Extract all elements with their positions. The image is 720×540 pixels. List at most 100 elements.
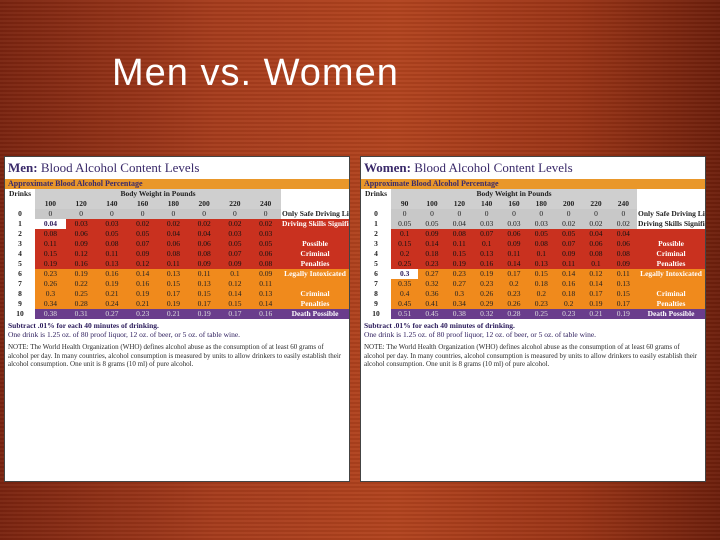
- men-bac-cell: 0.24: [96, 299, 128, 309]
- women-weight-140: 140: [472, 199, 501, 209]
- men-bac-cell: 0.05: [250, 239, 281, 249]
- men-bac-cell: 0.25: [65, 289, 97, 299]
- women-effect-label: Possible: [637, 239, 705, 249]
- table-row: 5 0.19 0.16 0.13 0.12 0.11 0.09 0.09 0.08 Penalti…: [5, 259, 349, 269]
- women-bac-cell: 0.18: [527, 279, 555, 289]
- women-bac-cell: 0.2: [527, 289, 555, 299]
- men-bac-cell: 0.07: [219, 249, 251, 259]
- women-bac-cell: 0.08: [527, 239, 555, 249]
- men-weight-180: 180: [158, 199, 189, 209]
- men-bac-cell: 0.19: [188, 309, 220, 319]
- women-weight-header: Body Weight in Pounds: [391, 189, 637, 199]
- men-bac-cell: 0.15: [188, 289, 220, 299]
- women-title-rest: Blood Alcohol Content Levels: [410, 160, 573, 175]
- women-bac-cell: 0.08: [609, 249, 637, 259]
- women-header-blank: [637, 189, 705, 199]
- men-drinks-3: 3: [18, 239, 22, 248]
- women-bac-cell: 0.23: [445, 269, 473, 279]
- slide-title: Men vs. Women: [112, 52, 399, 94]
- men-bac-cell: 0.08: [158, 249, 189, 259]
- men-weight-220: 220: [219, 199, 251, 209]
- men-bac-cell: 0.11: [96, 249, 128, 259]
- women-bac-cell: 0.19: [472, 269, 501, 279]
- men-bac-cell: 0.26: [35, 279, 66, 289]
- women-drinks-9: 9: [374, 299, 378, 308]
- men-bac-cell: 0.12: [219, 279, 251, 289]
- table-row: 2 0.08 0.06 0.05 0.05 0.04 0.04 0.03 0.03: [5, 229, 349, 239]
- men-bac-cell: 0.22: [65, 279, 97, 289]
- men-weight-120: 120: [65, 199, 97, 209]
- men-bac-cell: 0.19: [65, 269, 97, 279]
- women-bac-cell: 0: [500, 209, 528, 219]
- table-row: 6 0.3 0.27 0.23 0.19 0.17 0.15 0.14 0.12 0.11 Lega…: [361, 269, 705, 279]
- women-bac-cell: 0.15: [609, 289, 637, 299]
- men-effect-label: Criminal: [281, 289, 349, 299]
- table-row: 8 0.4 0.36 0.3 0.26 0.23 0.2 0.18 0.17 0.15 Crimin…: [361, 289, 705, 299]
- women-weight-220: 220: [582, 199, 610, 209]
- table-row: 2 0.1 0.09 0.08 0.07 0.06 0.05 0.05 0.04 0.04: [361, 229, 705, 239]
- men-bac-cell: 0.17: [158, 289, 189, 299]
- women-bac-cell: 0.27: [418, 269, 446, 279]
- men-bac-cell: 0.16: [65, 259, 97, 269]
- men-bac-cell: 0.04: [35, 219, 66, 229]
- women-bac-cell: 0.13: [472, 249, 501, 259]
- women-bac-cell: 0.28: [500, 309, 528, 319]
- women-bac-cell: 0.11: [609, 269, 637, 279]
- women-footer-line2: One drink is 1.25 oz. of 80 proof liquor…: [364, 330, 597, 339]
- women-bac-cell: 0.21: [582, 309, 610, 319]
- men-title-rest: Blood Alcohol Content Levels: [37, 160, 200, 175]
- men-effect-label: Criminal: [281, 249, 349, 259]
- men-bac-cell: 0.13: [250, 289, 281, 299]
- women-effect-label: [637, 229, 705, 239]
- men-weight-140: 140: [96, 199, 128, 209]
- women-bac-cell: 0.26: [500, 299, 528, 309]
- women-bac-panel: Women: Blood Alcohol Content Levels Appr…: [360, 156, 706, 482]
- men-weight-100: 100: [35, 199, 66, 209]
- women-effect-label: Penalties: [637, 299, 705, 309]
- men-bac-cell: 0: [65, 209, 97, 219]
- women-bac-cell: 0.17: [609, 299, 637, 309]
- women-weight-200: 200: [554, 199, 583, 209]
- men-bac-cell: 0.38: [35, 309, 66, 319]
- men-bac-cell: 0.14: [250, 299, 281, 309]
- men-bac-cell: 0: [35, 209, 66, 219]
- men-bac-cell: 0.03: [65, 219, 97, 229]
- women-bac-cell: 0.04: [582, 229, 610, 239]
- women-bac-cell: 0.36: [418, 289, 446, 299]
- women-drinks-0: 0: [374, 209, 378, 218]
- women-drinks-5: 5: [374, 259, 378, 268]
- table-row: 5 0.25 0.23 0.19 0.16 0.14 0.13 0.11 0.1 0.09 Pena…: [361, 259, 705, 269]
- women-panel-title: Women: Blood Alcohol Content Levels: [361, 157, 705, 179]
- women-drinks-6: 6: [374, 269, 378, 278]
- women-bac-cell: 0.09: [609, 259, 637, 269]
- men-bac-cell: 0: [158, 209, 189, 219]
- men-footer: Subtract .01% for each 40 minutes of dri…: [5, 319, 349, 341]
- women-bac-cell: 0.02: [582, 219, 610, 229]
- men-bac-table: Drinks Body Weight in Pounds 100 120 140 160 1…: [5, 189, 349, 319]
- men-drinks-10: 10: [16, 309, 24, 318]
- women-drinks-4: 4: [374, 249, 378, 258]
- women-bac-cell: 0.15: [527, 269, 555, 279]
- men-bac-cell: 0.34: [35, 299, 66, 309]
- women-effect-label: Criminal: [637, 249, 705, 259]
- men-drinks-5: 5: [18, 259, 22, 268]
- men-footer-line2: One drink is 1.25 oz. of 80 proof liquor…: [8, 330, 241, 339]
- men-weights-blank-end: [281, 199, 349, 209]
- men-effect-label: [281, 279, 349, 289]
- men-bac-cell: 0.21: [158, 309, 189, 319]
- men-bac-cell: 0: [127, 209, 158, 219]
- men-bac-cell: 0: [250, 209, 281, 219]
- table-row: 6 0.23 0.19 0.16 0.14 0.13 0.11 0.1 0.09 Legally …: [5, 269, 349, 279]
- men-weight-200: 200: [188, 199, 220, 209]
- women-bac-cell: 0: [418, 209, 446, 219]
- women-drinks-3: 3: [374, 239, 378, 248]
- women-title-bold: Women:: [364, 160, 411, 175]
- women-bac-cell: 0.32: [472, 309, 501, 319]
- women-bac-cell: 0.07: [554, 239, 583, 249]
- men-bac-cell: 0: [219, 209, 251, 219]
- women-weights-row: 90 100 120 140 160 180 200 220 240: [361, 199, 705, 209]
- men-bac-cell: 0.16: [250, 309, 281, 319]
- women-bac-cell: 0.45: [391, 299, 419, 309]
- women-bac-cell: 0.25: [527, 309, 555, 319]
